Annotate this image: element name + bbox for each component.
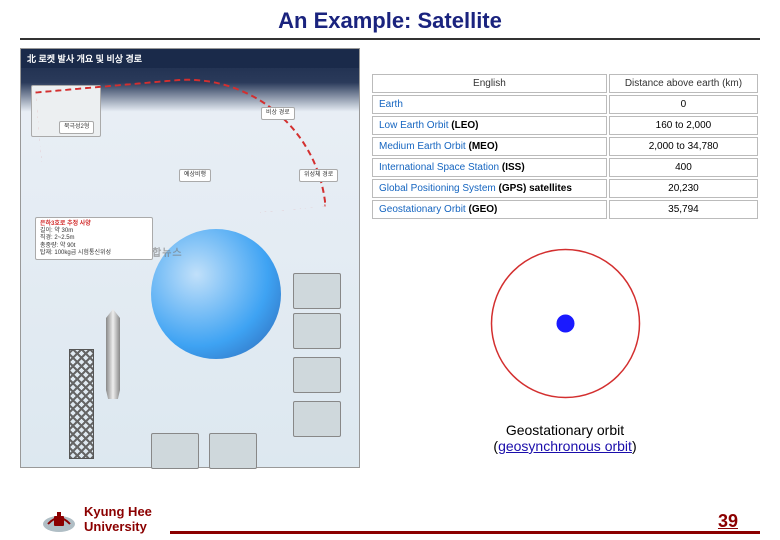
- cell-distance: 400: [609, 158, 758, 177]
- th-distance: Distance above earth (km): [609, 74, 758, 93]
- table-row: Geostationary Orbit (GEO)35,794: [372, 200, 758, 219]
- thumb-2: [293, 357, 341, 393]
- orbit-caption: Geostationary orbit (geosynchronous orbi…: [370, 422, 760, 454]
- infographic-header: 北 로켓 발사 개요 및 비상 경로: [21, 49, 359, 68]
- cell-name: International Space Station (ISS): [372, 158, 607, 177]
- slide-title: An Example: Satellite: [20, 8, 760, 34]
- info-label-2: 비상 경로: [261, 107, 295, 120]
- left-column: 北 로켓 발사 개요 및 비상 경로 ◐ 연합뉴스 북극성2형 예상비행 비상 …: [20, 48, 360, 468]
- orbit-table: English Distance above earth (km) Earth …: [370, 72, 760, 221]
- university-block: Kyung Hee University: [40, 505, 152, 534]
- cell-distance: 160 to 2,000: [609, 116, 758, 135]
- cell-distance: 2,000 to 34,780: [609, 137, 758, 156]
- info-label-3: 위성체 경로: [299, 169, 338, 182]
- trajectory-arc: [35, 67, 326, 231]
- thumb-5: [209, 433, 257, 469]
- th-english: English: [372, 74, 607, 93]
- table-row: Earth 0: [372, 95, 758, 114]
- spec-box: 은하3호로 추정 사양 길이: 약 30m 직경: 2~2.5m 총중량: 약 …: [35, 217, 153, 260]
- cell-distance: 0: [609, 95, 758, 114]
- table-row: Low Earth Orbit (LEO)160 to 2,000: [372, 116, 758, 135]
- table-row: Medium Earth Orbit (MEO)2,000 to 34,780: [372, 137, 758, 156]
- thumb-0: [293, 273, 341, 309]
- cell-name: Earth: [372, 95, 607, 114]
- cell-name: Medium Earth Orbit (MEO): [372, 137, 607, 156]
- title-bar: An Example: Satellite: [20, 8, 760, 40]
- university-name: Kyung Hee University: [84, 505, 152, 534]
- page-number: 39: [718, 511, 738, 532]
- table-row: International Space Station (ISS)400: [372, 158, 758, 177]
- spec-line-3: 탑재: 100kg급 시험통신위성: [40, 250, 148, 257]
- footer: Kyung Hee University 39: [20, 531, 760, 534]
- university-logo-icon: [40, 506, 78, 534]
- spec-line-1: 직경: 2~2.5m: [40, 235, 148, 242]
- info-label-1: 예상비행: [179, 169, 211, 182]
- thumb-1: [293, 313, 341, 349]
- rocket-silhouette: [106, 309, 120, 399]
- orbit-diagram: [483, 241, 648, 406]
- cell-name: Low Earth Orbit (LEO): [372, 116, 607, 135]
- thumb-4: [151, 433, 199, 469]
- caption-link[interactable]: geosynchronous orbit: [498, 438, 632, 454]
- uni-line2: University: [84, 520, 152, 534]
- footer-divider: [170, 531, 760, 534]
- cell-distance: 35,794: [609, 200, 758, 219]
- cell-name: Geostationary Orbit (GEO): [372, 200, 607, 219]
- slide: An Example: Satellite 北 로켓 발사 개요 및 비상 경로…: [0, 0, 780, 540]
- launch-tower: [69, 349, 94, 459]
- thumb-3: [293, 401, 341, 437]
- content-row: 北 로켓 발사 개요 및 비상 경로 ◐ 연합뉴스 북극성2형 예상비행 비상 …: [20, 48, 760, 468]
- caption-text: Geostationary orbit: [506, 422, 624, 438]
- spec-line-2: 총중량: 약 90t: [40, 243, 148, 250]
- orbit-planet: [556, 315, 574, 333]
- right-column: English Distance above earth (km) Earth …: [370, 48, 760, 468]
- rocket-infographic: 北 로켓 발사 개요 및 비상 경로 ◐ 연합뉴스 북극성2형 예상비행 비상 …: [20, 48, 360, 468]
- table-header-row: English Distance above earth (km): [372, 74, 758, 93]
- cell-distance: 20,230: [609, 179, 758, 198]
- uni-line1: Kyung Hee: [84, 505, 152, 519]
- info-label-0: 북극성2형: [59, 121, 94, 134]
- cell-name: Global Positioning System (GPS) satellit…: [372, 179, 607, 198]
- table-row: Global Positioning System (GPS) satellit…: [372, 179, 758, 198]
